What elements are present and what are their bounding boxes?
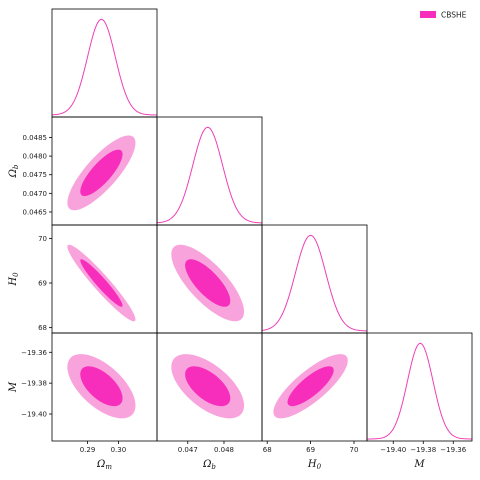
marginal-curve-m bbox=[367, 342, 472, 440]
axis-label-x--m: Ωm bbox=[96, 459, 112, 471]
tick-label-y-m: −19.40 bbox=[21, 411, 47, 419]
panel-om-om bbox=[51, 8, 158, 118]
legend-swatch-cbshe bbox=[420, 11, 436, 18]
panel-h0-ob bbox=[156, 224, 263, 334]
legend: CBSHE bbox=[420, 11, 467, 20]
contour-68-ob-m bbox=[185, 366, 231, 407]
panel-frame bbox=[156, 116, 263, 226]
tick-label-x-m: −19.38 bbox=[410, 446, 436, 454]
tick-label-x-h0: 68 bbox=[263, 446, 272, 454]
panel-m-h0: 68 69 70 bbox=[261, 332, 368, 454]
tick-label-x-m: −19.40 bbox=[380, 446, 406, 454]
tick-label-x-ob: 0.047 bbox=[178, 446, 198, 454]
tick-label-y-ob: 0.0485 bbox=[23, 134, 48, 142]
tick-label-x-om: 0.30 bbox=[111, 446, 127, 454]
panel-m-om: 0.29 0.30 −19.40 −19.38 −19.36 bbox=[21, 332, 158, 454]
panel-m-m: −19.40 −19.38 −19.36 bbox=[366, 332, 473, 454]
tick-label-x-h0: 70 bbox=[350, 446, 359, 454]
tick-label-y-m: −19.38 bbox=[21, 380, 47, 388]
contour-68-om-ob bbox=[80, 149, 123, 197]
axis-label-y-H-0: H0 bbox=[8, 272, 20, 287]
tick-label-y-m: −19.36 bbox=[21, 349, 47, 357]
contour-68-ob-h0 bbox=[185, 259, 231, 307]
tick-label-y-h0: 69 bbox=[38, 280, 47, 288]
panel-h0-h0 bbox=[261, 224, 368, 334]
axis-label-y--b: Ωb bbox=[8, 164, 20, 178]
axis-label-x-M: M bbox=[413, 459, 425, 470]
tick-label-x-om: 0.29 bbox=[80, 446, 96, 454]
contour-68-om-h0 bbox=[80, 259, 123, 307]
axis-label-x--b: Ωb bbox=[202, 459, 216, 471]
panel-h0-om: 68 69 70 bbox=[38, 224, 158, 334]
axis-label-y-M: M bbox=[8, 381, 19, 393]
contour-68-h0-m bbox=[287, 366, 334, 407]
panel-frame bbox=[366, 332, 473, 442]
tick-label-y-h0: 70 bbox=[38, 235, 47, 243]
tick-label-y-ob: 0.0475 bbox=[23, 171, 48, 179]
panels-layer: 0.0465 0.0470 0.0475 0.0480 0.0485 68 69 70 0.29… bbox=[8, 8, 473, 471]
panel-frame bbox=[51, 8, 158, 118]
tick-label-y-ob: 0.0465 bbox=[23, 208, 48, 216]
panel-m-ob: 0.047 0.048 bbox=[156, 332, 263, 454]
marginal-curve-h0 bbox=[262, 234, 367, 332]
tick-label-y-ob: 0.0470 bbox=[23, 190, 48, 198]
marginal-curve-om bbox=[52, 18, 157, 116]
contour-68-om-m bbox=[80, 366, 123, 407]
marginal-curve-ob bbox=[157, 126, 262, 224]
panel-ob-om: 0.0465 0.0470 0.0475 0.0480 0.0485 bbox=[23, 116, 158, 226]
tick-label-x-h0: 69 bbox=[306, 446, 315, 454]
axis-label-x-H-0: H0 bbox=[307, 459, 322, 471]
panel-frame bbox=[261, 224, 368, 334]
tick-label-x-ob: 0.048 bbox=[214, 446, 234, 454]
panel-ob-ob bbox=[156, 116, 263, 226]
tick-label-x-m: −19.36 bbox=[440, 446, 466, 454]
tick-label-y-ob: 0.0480 bbox=[23, 153, 48, 161]
legend-label-cbshe: CBSHE bbox=[441, 11, 467, 20]
tick-label-y-h0: 68 bbox=[38, 324, 47, 332]
